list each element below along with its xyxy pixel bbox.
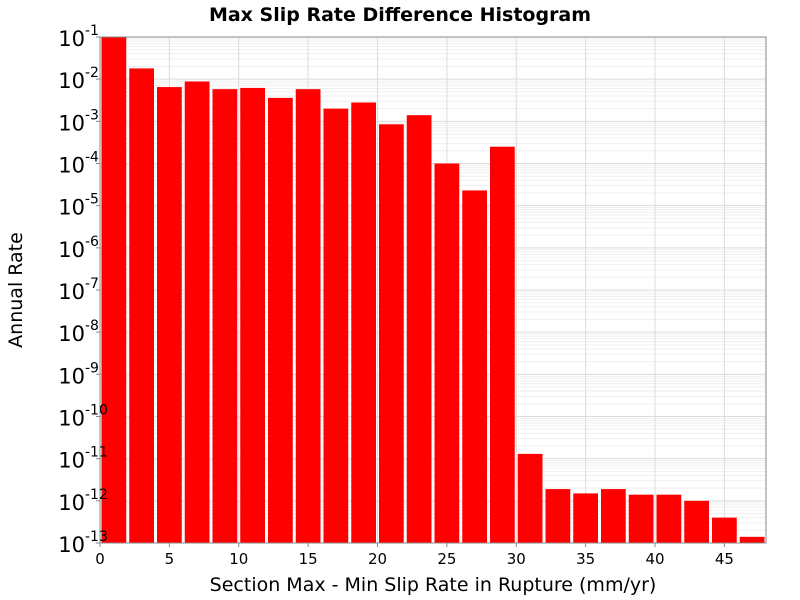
x-tick: 25: [437, 543, 456, 568]
y-tick-base: 10: [58, 449, 85, 473]
y-tick-base: 10: [58, 238, 85, 262]
bar: [268, 97, 293, 543]
bar: [406, 115, 432, 543]
bar: [684, 500, 709, 543]
y-tick-label: 10 -1: [58, 23, 100, 51]
bar: [295, 89, 321, 543]
x-tick-label: 30: [507, 550, 526, 568]
y-tick-exponent: -8: [85, 318, 99, 334]
y-tick-label: 10 -2: [58, 65, 100, 93]
y-tick-exponent: -3: [85, 107, 99, 123]
bar: [656, 494, 682, 543]
x-tick-labels: 0 5 10 15 20 25 30 35 40 45: [95, 543, 734, 568]
x-tick: 45: [715, 543, 734, 568]
x-tick: 35: [576, 543, 595, 568]
y-tick-label: 10 -7: [58, 276, 100, 304]
bar: [628, 494, 654, 543]
y-tick-exponent: -12: [85, 487, 108, 503]
bar: [490, 146, 515, 543]
bar: [157, 87, 182, 544]
y-tick-base: 10: [58, 364, 85, 388]
y-tick-base: 10: [58, 196, 85, 220]
bar: [462, 190, 487, 543]
y-tick-exponent: -9: [85, 360, 99, 376]
bar: [129, 68, 154, 543]
x-tick: 30: [507, 543, 526, 568]
x-tick: 10: [229, 543, 248, 568]
y-tick-base: 10: [58, 491, 85, 515]
bar: [184, 81, 210, 544]
x-tick: 40: [645, 543, 665, 568]
y-tick-exponent: -2: [85, 65, 99, 81]
bars: [101, 37, 765, 544]
x-tick-label: 5: [165, 550, 175, 568]
bar: [601, 489, 626, 543]
x-tick: 5: [165, 543, 175, 568]
x-tick-label: 0: [95, 550, 105, 568]
y-tick-label: 10 -5: [58, 192, 100, 220]
y-tick-exponent: -1: [85, 23, 99, 39]
y-tick-label: 10 -12: [58, 487, 108, 515]
y-tick-base: 10: [58, 407, 85, 431]
bar: [212, 89, 238, 543]
y-tick-base: 10: [58, 111, 85, 135]
y-tick-label: 10 -11: [58, 445, 108, 473]
y-tick-exponent: -13: [85, 529, 108, 545]
y-tick-label: 10 -10: [58, 403, 108, 431]
bar: [101, 37, 127, 543]
y-axis-label: Annual Rate: [5, 232, 27, 348]
x-tick-label: 25: [437, 550, 456, 568]
x-tick-label: 40: [645, 550, 664, 568]
y-tick-exponent: -11: [85, 445, 108, 461]
y-tick-exponent: -5: [85, 192, 99, 208]
x-tick-label: 10: [229, 550, 248, 568]
y-tick-base: 10: [58, 280, 85, 304]
bar: [351, 102, 376, 543]
x-tick-label: 45: [715, 550, 734, 568]
y-tick-exponent: -4: [85, 150, 99, 166]
x-tick: 20: [368, 543, 387, 568]
x-tick: 0: [95, 543, 105, 568]
x-tick: 15: [299, 543, 318, 568]
bar: [240, 87, 265, 544]
x-axis-label: Section Max - Min Slip Rate in Rupture (…: [210, 574, 657, 596]
y-tick-exponent: -6: [85, 234, 99, 250]
bar: [545, 489, 571, 543]
bar: [739, 536, 765, 543]
bar: [323, 108, 349, 544]
y-tick-base: 10: [58, 27, 85, 51]
y-tick-label: 10 -9: [58, 360, 100, 388]
y-tick-base: 10: [58, 322, 85, 346]
y-tick-labels: 10 -110 -210 -310 -410 -510 -610 -710 -810 -910 -1…: [58, 23, 108, 557]
y-tick-base: 10: [58, 154, 85, 178]
y-tick-base: 10: [58, 69, 85, 93]
bar: [434, 163, 460, 543]
y-tick-label: 10 -3: [58, 107, 100, 135]
y-tick-label: 10 -6: [58, 234, 100, 262]
y-tick-label: 10 -8: [58, 318, 100, 346]
chart-title: Max Slip Rate Difference Histogram: [209, 4, 591, 26]
bar: [712, 517, 737, 543]
bar: [379, 124, 404, 543]
y-tick-exponent: -10: [85, 403, 108, 419]
y-tick-label: 10 -4: [58, 150, 100, 178]
bar: [573, 493, 598, 543]
x-tick-label: 20: [368, 550, 387, 568]
grid-lines: [100, 37, 766, 543]
y-tick-exponent: -7: [85, 276, 99, 292]
x-tick-label: 15: [299, 550, 318, 568]
x-tick-label: 35: [576, 550, 595, 568]
y-tick-label: 10 -13: [58, 529, 108, 557]
y-tick-base: 10: [58, 533, 85, 557]
bar: [517, 453, 543, 543]
